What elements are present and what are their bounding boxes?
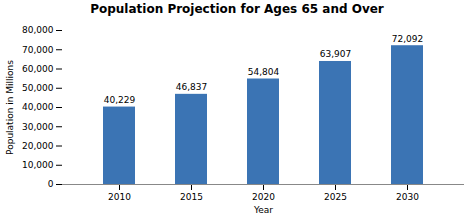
svg-text:46,837: 46,837 [176, 82, 208, 92]
svg-text:10,000: 10,000 [22, 160, 54, 170]
svg-text:Year: Year [253, 205, 273, 215]
svg-text:30,000: 30,000 [22, 122, 54, 132]
svg-text:50,000: 50,000 [22, 83, 54, 93]
svg-text:2025: 2025 [324, 192, 347, 202]
svg-text:2010: 2010 [108, 192, 131, 202]
svg-text:2015: 2015 [180, 192, 203, 202]
svg-text:40,000: 40,000 [22, 102, 54, 112]
svg-text:2020: 2020 [252, 192, 275, 202]
svg-text:2030: 2030 [396, 192, 419, 202]
svg-text:80,000: 80,000 [22, 25, 54, 35]
svg-text:20,000: 20,000 [22, 141, 54, 151]
svg-text:63,907: 63,907 [320, 49, 352, 59]
svg-text:54,804: 54,804 [248, 67, 280, 77]
svg-text:0: 0 [48, 179, 54, 189]
html-text:Population Projection for Ages: Population Projection for Ages 65 and Ov… [90, 2, 384, 16]
svg-text:60,000: 60,000 [22, 64, 54, 74]
svg-text:Population in Millions: Population in Millions [5, 60, 15, 155]
svg-text:70,000: 70,000 [22, 45, 54, 55]
svg-text:72,092: 72,092 [392, 34, 424, 44]
svg-text:40,229: 40,229 [104, 95, 136, 105]
